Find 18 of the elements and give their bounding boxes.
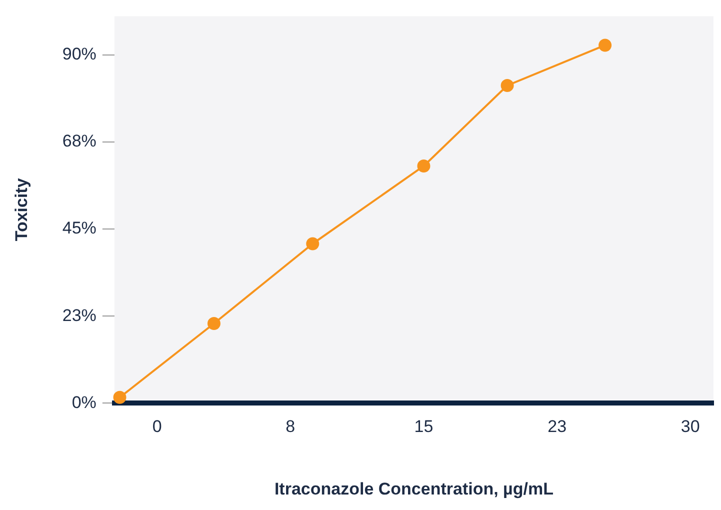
x-axis-title: Itraconazole Concentration, µg/mL xyxy=(274,479,554,498)
x-tick-label: 0 xyxy=(152,417,162,436)
y-tick-label: 0% xyxy=(72,392,96,412)
y-axis-title: Toxicity xyxy=(12,178,31,242)
x-tick-label: 8 xyxy=(286,417,296,436)
point xyxy=(113,390,126,404)
point xyxy=(598,38,612,52)
point xyxy=(207,316,220,330)
point xyxy=(306,237,320,250)
x-tick-label: 23 xyxy=(548,417,567,436)
x-tick-label: 15 xyxy=(414,417,434,436)
y-tick-label: 23% xyxy=(62,306,96,325)
y-tick-label: 45% xyxy=(62,218,96,238)
y-tick-label: 90% xyxy=(62,44,96,64)
y-tick-label: 68% xyxy=(62,132,96,151)
point xyxy=(417,159,430,172)
point xyxy=(500,78,514,92)
x-tick-label: 30 xyxy=(680,417,700,436)
